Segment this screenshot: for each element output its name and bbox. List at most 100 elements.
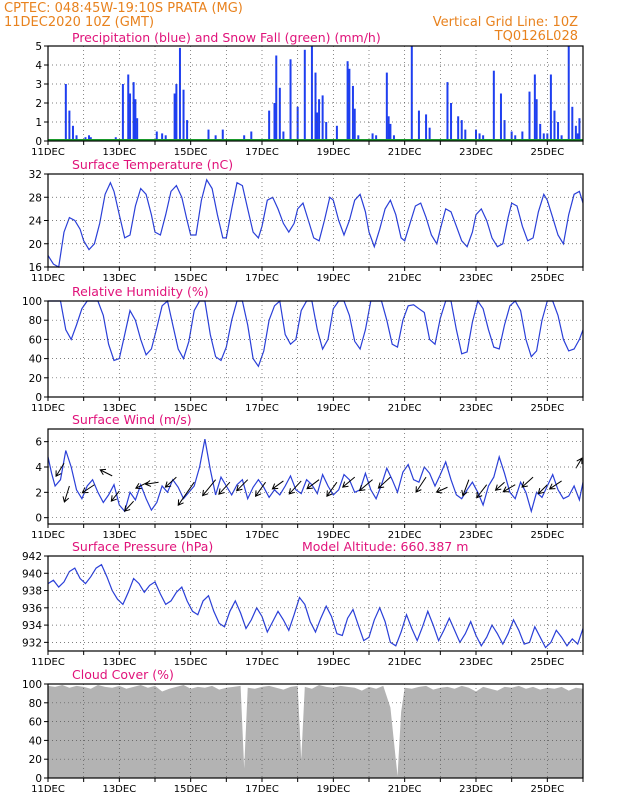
wind-arrow [476, 484, 488, 499]
x-tick-label: 19DEC [316, 403, 350, 414]
x-tick-label: 23DEC [459, 403, 493, 414]
x-tick-label: 25DEC [530, 530, 564, 541]
y-tick-label: 80 [29, 315, 42, 327]
precip-bar [250, 131, 253, 141]
y-tick-label: 940 [22, 568, 42, 580]
precip-bar [243, 135, 246, 141]
y-tick-label: 0 [35, 513, 42, 525]
precip-bar [155, 131, 158, 141]
x-tick-label: 11DEC [31, 403, 65, 414]
x-tick-label: 13DEC [102, 273, 136, 284]
x-tick-label: 11DEC [31, 147, 65, 158]
precip-bar [178, 47, 181, 141]
precip-bar [450, 103, 453, 141]
precip-bar [214, 135, 217, 141]
panel-pressure: Surface Pressure (hPa) Model Altitude: 66… [22, 539, 584, 668]
precip-bar [64, 84, 67, 141]
y-tick-label: 4 [35, 60, 42, 72]
y-tick-label: 100 [22, 296, 42, 308]
pressure-series [47, 563, 584, 649]
y-tick-label: 2 [35, 487, 42, 499]
y-tick-label: 40 [29, 735, 42, 747]
cloud-area [48, 684, 583, 778]
y-tick-label: 60 [29, 334, 42, 346]
wind-arrow [236, 479, 249, 492]
precip-bar [357, 135, 360, 141]
precip-bar [71, 125, 74, 141]
precip-bar [175, 84, 178, 141]
panel-temp: Surface Temperature (nC) 16 20 24 28 32 11DEC 1… [29, 157, 584, 284]
y-tick-label: 20 [29, 373, 42, 385]
y-tick-label: 0 [35, 392, 42, 404]
precip-bar [273, 103, 276, 141]
panel-wind: Surface Wind (m/s) 0 2 4 6 11DEC 13DEC 15DEC 17D… [31, 412, 584, 541]
precip-bar [134, 99, 137, 141]
wind-arrow [288, 480, 302, 495]
plot-area [48, 301, 583, 397]
run-time-header: 11DEC2020 10Z (GMT) [4, 15, 154, 30]
panel-title: Precipitation (blue) and Snow Fall (gree… [72, 30, 381, 45]
panel-annotation: Model Altitude: 660.387 m [302, 539, 468, 554]
y-tick-label: 20 [29, 754, 42, 766]
y-tick-label: 0 [35, 136, 42, 148]
precip-bar [173, 93, 176, 141]
precip-bar [567, 46, 570, 141]
x-tick-label: 19DEC [316, 147, 350, 158]
x-tick-label: 15DEC [174, 147, 208, 158]
precip-bar [387, 116, 390, 141]
precip-bar [278, 87, 281, 141]
precip-bar [425, 114, 428, 141]
y-tick-label: 934 [22, 620, 42, 632]
wind-arrow [341, 476, 356, 488]
precip-bar [385, 72, 388, 141]
y-tick-label: 20 [29, 239, 42, 251]
precip-bar [303, 49, 306, 141]
precip-bar [389, 123, 392, 141]
precip-bar [503, 120, 506, 141]
precip-bar [478, 133, 481, 141]
y-tick-label: 16 [29, 262, 43, 274]
precip-bar [161, 133, 164, 141]
panel-rh: Relative Humidity (%) 0 20 40 60 80 100 11DEC 13… [22, 284, 584, 414]
precip-bar [207, 129, 210, 141]
grid-note: Vertical Grid Line: 10Z [433, 15, 578, 30]
precip-bar [549, 74, 552, 141]
wind-arrow [81, 484, 95, 494]
precip-bar [335, 125, 338, 141]
precip-bar [510, 131, 513, 141]
plot-frame [47, 555, 584, 652]
precip-bar [482, 135, 485, 141]
y-tick-label: 3 [35, 79, 42, 91]
precip-bar [571, 106, 574, 141]
precip-bar [535, 99, 538, 141]
wind-arrow [202, 479, 217, 497]
x-tick-label: 23DEC [459, 530, 493, 541]
wind-arrow [537, 484, 548, 495]
x-tick-label: 25DEC [530, 273, 564, 284]
precip-bar [417, 110, 420, 141]
panels: Precipitation (blue) and Snow Fall (gree… [22, 30, 584, 795]
precip-bar [539, 123, 542, 141]
precip-bar [164, 135, 167, 141]
precip-bar [514, 135, 517, 141]
wind-arrow [123, 500, 134, 512]
x-tick-label: 13DEC [102, 784, 136, 795]
y-tick-label: 1 [35, 117, 42, 129]
precip-bar [321, 95, 324, 141]
x-tick-label: 23DEC [459, 784, 493, 795]
y-tick-label: 28 [29, 192, 42, 204]
wind-arrow [144, 480, 159, 487]
precip-bar [282, 131, 285, 141]
wind-arrow [494, 481, 505, 491]
x-tick-label: 23DEC [459, 657, 493, 668]
precip-bar [318, 99, 321, 141]
precip-bar [221, 129, 224, 141]
precip-bar [75, 135, 78, 141]
wind-arrow [461, 479, 470, 497]
wind-arrow [377, 476, 391, 489]
y-tick-label: 942 [22, 551, 42, 563]
wind-arrow [502, 484, 516, 493]
panel-title: Cloud Cover (%) [72, 667, 174, 682]
precip-bar [310, 46, 313, 141]
